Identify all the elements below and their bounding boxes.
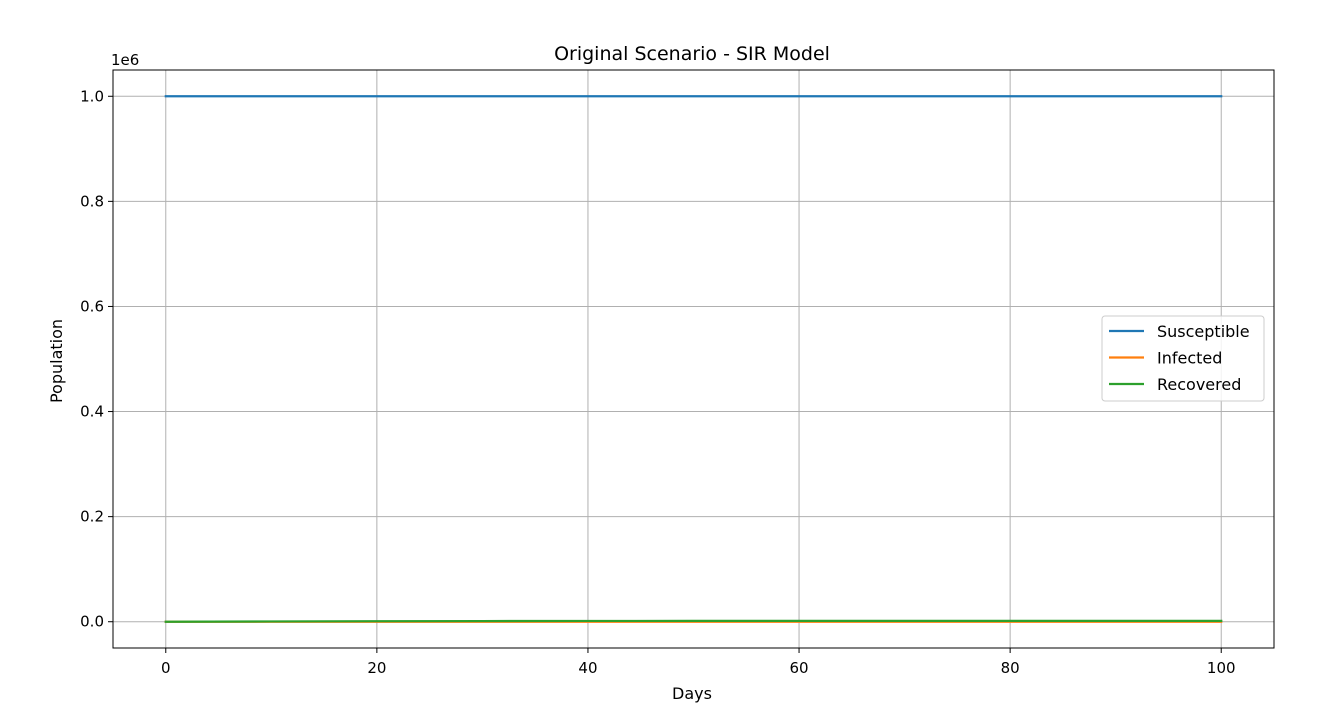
plot-frame bbox=[112, 69, 1275, 649]
series-lines bbox=[164, 95, 1223, 623]
y-tick-label: 0.0 bbox=[80, 613, 104, 631]
x-axis-label: Days bbox=[672, 684, 712, 703]
y-tick-label: 1.0 bbox=[80, 87, 104, 105]
legend-label-recovered: Recovered bbox=[1157, 375, 1241, 394]
y-axis-offset-label: 1e6 bbox=[111, 51, 139, 69]
x-axis: 0 20 40 60 80 100 bbox=[161, 648, 1236, 677]
series-line-recovered bbox=[164, 619, 1223, 623]
legend-label-infected: Infected bbox=[1157, 349, 1222, 368]
legend-label-susceptible: Susceptible bbox=[1157, 322, 1250, 341]
x-tick-label: 60 bbox=[789, 659, 808, 677]
y-tick-label: 0.2 bbox=[80, 508, 104, 526]
x-tick-label: 40 bbox=[578, 659, 597, 677]
x-tick-label: 20 bbox=[367, 659, 386, 677]
x-tick-label: 0 bbox=[161, 659, 171, 677]
legend: Susceptible Infected Recovered bbox=[1101, 315, 1265, 402]
legend-box bbox=[1101, 315, 1265, 402]
y-tick-label: 0.4 bbox=[80, 403, 104, 421]
y-tick-label: 0.8 bbox=[80, 192, 104, 210]
y-tick-label: 0.6 bbox=[80, 297, 104, 315]
x-tick-label: 80 bbox=[1001, 659, 1020, 677]
x-tick-label: 100 bbox=[1207, 659, 1236, 677]
y-axis-label: Population bbox=[47, 319, 66, 403]
chart-title: Original Scenario - SIR Model bbox=[554, 43, 830, 65]
y-axis: 0.0 0.2 0.4 0.6 0.8 1.0 bbox=[80, 87, 113, 631]
